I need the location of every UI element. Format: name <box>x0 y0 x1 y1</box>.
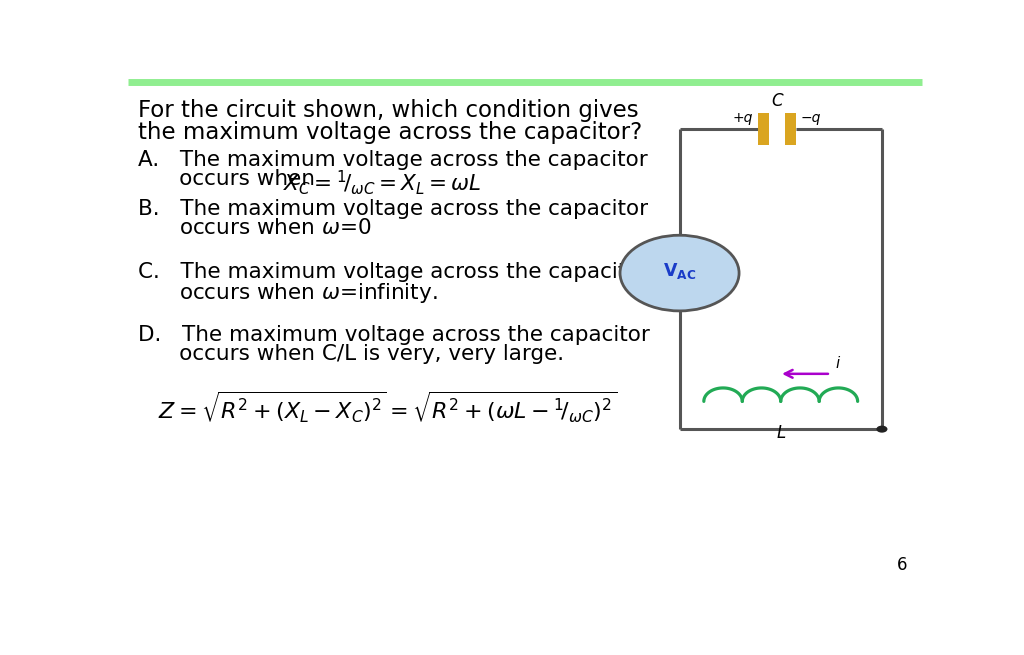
Text: A.   The maximum voltage across the capacitor: A. The maximum voltage across the capaci… <box>137 150 647 170</box>
Text: −q: −q <box>801 111 821 125</box>
Text: For the circuit shown, which condition gives: For the circuit shown, which condition g… <box>137 99 638 122</box>
Text: occurs when C/L is very, very large.: occurs when C/L is very, very large. <box>137 344 563 364</box>
Text: $\mathbf{V}_{\mathbf{AC}}$: $\mathbf{V}_{\mathbf{AC}}$ <box>663 261 696 280</box>
Text: occurs when: occurs when <box>137 170 322 189</box>
Text: $X_C = \mathregular{^1\!/}_{\omega C} = X_L = \omega L$: $X_C = \mathregular{^1\!/}_{\omega C} = … <box>283 168 481 196</box>
Text: +q: +q <box>732 111 753 125</box>
Bar <box>784 113 796 145</box>
Text: occurs when $\omega$=0: occurs when $\omega$=0 <box>137 218 371 238</box>
Bar <box>758 113 769 145</box>
Text: $Z = \sqrt{R^2 + (X_L - X_C)^2} = \sqrt{R^2 + (\omega L - \mathregular{^1\!/}_{\: $Z = \sqrt{R^2 + (X_L - X_C)^2} = \sqrt{… <box>158 389 617 424</box>
Text: L: L <box>776 424 785 442</box>
Text: occurs when $\omega$=infinity.: occurs when $\omega$=infinity. <box>137 281 437 305</box>
Text: C: C <box>771 92 782 110</box>
Text: D.   The maximum voltage across the capacitor: D. The maximum voltage across the capaci… <box>137 325 649 345</box>
Text: the maximum voltage across the capacitor?: the maximum voltage across the capacitor… <box>137 121 642 145</box>
Text: $i$: $i$ <box>835 355 841 371</box>
Text: 6: 6 <box>897 556 907 574</box>
Circle shape <box>621 235 739 311</box>
Text: B.   The maximum voltage across the capacitor: B. The maximum voltage across the capaci… <box>137 198 647 219</box>
Text: C.   The maximum voltage across the capacitor: C. The maximum voltage across the capaci… <box>137 262 648 282</box>
Circle shape <box>877 426 888 433</box>
